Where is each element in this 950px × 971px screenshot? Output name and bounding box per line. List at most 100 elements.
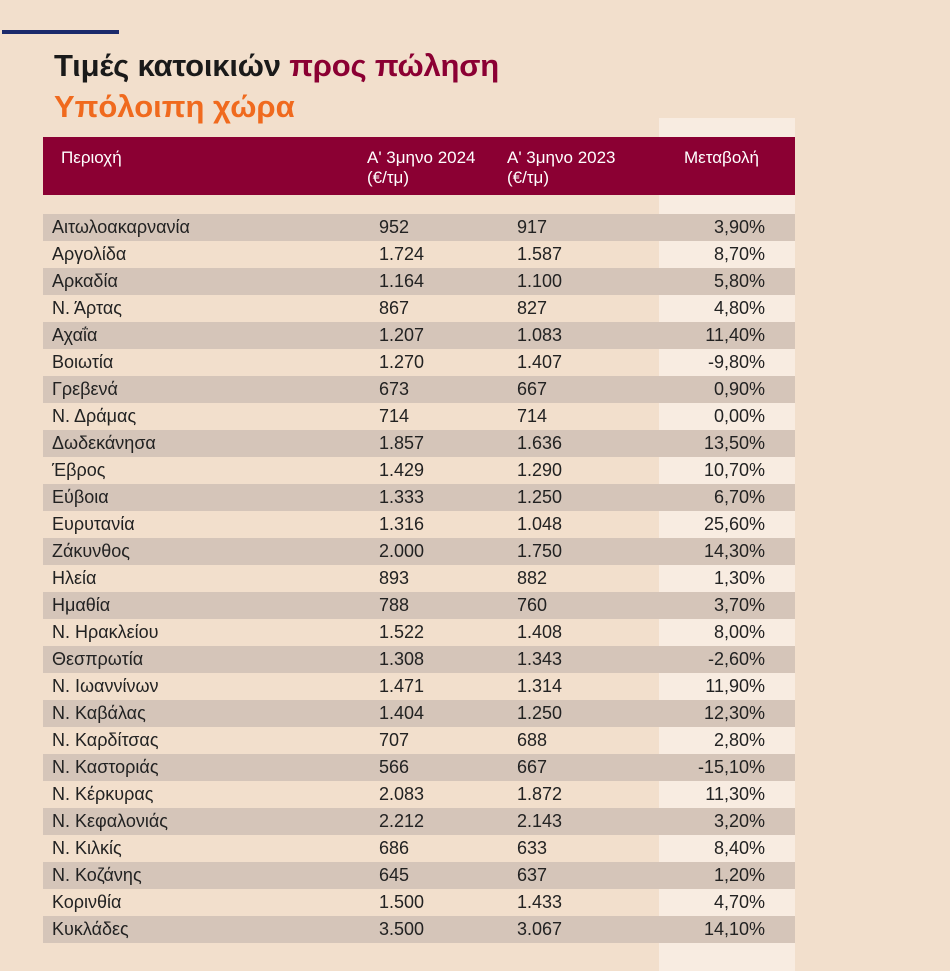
cell-region: Ν. Καβάλας: [52, 703, 146, 723]
cell-region: Κορινθία: [52, 892, 122, 912]
title-part-2: προς πώληση: [289, 48, 500, 83]
cell-change: 3,20%: [713, 811, 765, 831]
cell-change: 8,70%: [713, 244, 765, 264]
cell-change: 3,90%: [713, 217, 765, 237]
cell-change: 4,70%: [713, 892, 765, 912]
page-title: Τιμές κατοικιών προς πώληση: [54, 47, 499, 85]
table-row: Ν. Δράμας 714 714 0,00%: [43, 403, 795, 430]
cell-q1-2024: 1.316: [379, 514, 425, 534]
cell-q1-2024: 1.429: [379, 460, 425, 480]
cell-region: Αργολίδα: [52, 244, 127, 264]
cell-change: 8,40%: [713, 838, 765, 858]
header-q1-2023-line2: (€/τμ): [507, 168, 550, 187]
table-row: Ν. Καβάλας 1.404 1.250 12,30%: [43, 700, 795, 727]
cell-region: Ν. Κέρκυρας: [52, 784, 154, 804]
cell-q1-2023: 637: [517, 865, 548, 885]
cell-change: 14,30%: [703, 541, 765, 561]
table-row: Ν. Καστοριάς 566 667 -15,10%: [43, 754, 795, 781]
cell-change: 10,70%: [703, 460, 765, 480]
table-row: Ν. Ιωαννίνων 1.471 1.314 11,90%: [43, 673, 795, 700]
cell-region: Ζάκυνθος: [52, 541, 130, 561]
cell-region: Γρεβενά: [52, 379, 118, 399]
table-header: Περιοχή Α' 3μηνο 2024 (€/τμ) Α' 3μηνο 20…: [43, 137, 795, 195]
cell-change: -9,80%: [707, 352, 765, 372]
cell-region: Ν. Κεφαλονιάς: [52, 811, 168, 831]
table-row: Κυκλάδες 3.500 3.067 14,10%: [43, 916, 795, 943]
cell-region: Ν. Κιλκίς: [52, 838, 122, 858]
cell-q1-2024: 714: [379, 406, 410, 426]
cell-region: Ν. Άρτας: [52, 298, 122, 318]
cell-region: Ηλεία: [52, 568, 97, 588]
cell-region: Ν. Καστοριάς: [52, 757, 159, 777]
cell-change: 2,80%: [713, 730, 765, 750]
cell-q1-2024: 1.164: [379, 271, 425, 291]
cell-q1-2023: 882: [517, 568, 548, 588]
cell-q1-2023: 1.407: [517, 352, 563, 372]
cell-region: Κυκλάδες: [52, 919, 129, 939]
cell-change: 11,40%: [705, 325, 765, 345]
table-row: Ν. Κοζάνης 645 637 1,20%: [43, 862, 795, 889]
title-part-1: Τιμές κατοικιών: [54, 48, 281, 83]
cell-q1-2024: 2.212: [379, 811, 425, 831]
table-body: Αιτωλοακαρνανία 952 917 3,90% Αργολίδα 1.724 1…: [43, 214, 795, 943]
cell-q1-2023: 827: [517, 298, 548, 318]
cell-q1-2024: 1.270: [379, 352, 425, 372]
cell-region: Θεσπρωτία: [52, 649, 144, 669]
cell-q1-2023: 1.872: [517, 784, 563, 804]
cell-change: 11,30%: [705, 784, 765, 804]
table-row: Ημαθία 788 760 3,70%: [43, 592, 795, 619]
table-row: Βοιωτία 1.270 1.407 -9,80%: [43, 349, 795, 376]
cell-q1-2023: 1.636: [517, 433, 563, 453]
cell-change: 3,70%: [713, 595, 765, 615]
cell-change: 1,30%: [713, 568, 765, 588]
cell-q1-2023: 1.100: [517, 271, 563, 291]
cell-q1-2024: 566: [379, 757, 410, 777]
table-row: Εύβοια 1.333 1.250 6,70%: [43, 484, 795, 511]
cell-q1-2024: 952: [379, 217, 410, 237]
cell-q1-2023: 1.250: [517, 703, 563, 723]
table-row: Ν. Κιλκίς 686 633 8,40%: [43, 835, 795, 862]
cell-region: Αρκαδία: [52, 271, 118, 291]
cell-change: 4,80%: [713, 298, 765, 318]
page-subtitle: Υπόλοιπη χώρα: [54, 89, 295, 124]
cell-q1-2024: 2.000: [379, 541, 425, 561]
cell-change: 13,50%: [703, 433, 765, 453]
cell-change: 8,00%: [713, 622, 765, 642]
cell-q1-2024: 707: [379, 730, 410, 750]
cell-q1-2023: 1.750: [517, 541, 563, 561]
cell-q1-2024: 1.471: [379, 676, 425, 696]
cell-change: 11,90%: [705, 676, 765, 696]
cell-q1-2024: 893: [379, 568, 410, 588]
table-row: Ν. Κέρκυρας 2.083 1.872 11,30%: [43, 781, 795, 808]
cell-q1-2024: 686: [379, 838, 410, 858]
cell-region: Ημαθία: [52, 595, 111, 615]
cell-q1-2023: 1.433: [517, 892, 563, 912]
cell-change: 0,90%: [713, 379, 765, 399]
cell-region: Εύβοια: [52, 487, 109, 507]
cell-q1-2023: 1.408: [517, 622, 563, 642]
cell-q1-2023: 3.067: [517, 919, 563, 939]
cell-change: 25,60%: [703, 514, 765, 534]
cell-q1-2023: 633: [517, 838, 548, 858]
table-row: Ν. Κεφαλονιάς 2.212 2.143 3,20%: [43, 808, 795, 835]
cell-q1-2024: 2.083: [379, 784, 425, 804]
cell-q1-2023: 1.083: [517, 325, 563, 345]
cell-q1-2024: 1.308: [379, 649, 425, 669]
cell-change: 0,00%: [713, 406, 765, 426]
table-row: Δωδεκάνησα 1.857 1.636 13,50%: [43, 430, 795, 457]
cell-q1-2024: 1.857: [379, 433, 425, 453]
cell-q1-2023: 1.314: [517, 676, 563, 696]
header-q1-2023-line1: Α' 3μηνο 2023: [507, 148, 616, 167]
cell-region: Αχαΐα: [52, 325, 98, 345]
table-row: Θεσπρωτία 1.308 1.343 -2,60%: [43, 646, 795, 673]
cell-region: Ν. Ηρακλείου: [52, 622, 159, 642]
cell-region: Ν. Καρδίτσας: [52, 730, 159, 750]
table-row: Έβρος 1.429 1.290 10,70%: [43, 457, 795, 484]
cell-q1-2024: 1.333: [379, 487, 425, 507]
cell-q1-2023: 2.143: [517, 811, 563, 831]
cell-q1-2023: 667: [517, 757, 548, 777]
table-row: Αργολίδα 1.724 1.587 8,70%: [43, 241, 795, 268]
table-row: Ηλεία 893 882 1,30%: [43, 565, 795, 592]
cell-change: 1,20%: [713, 865, 765, 885]
cell-q1-2024: 1.500: [379, 892, 425, 912]
